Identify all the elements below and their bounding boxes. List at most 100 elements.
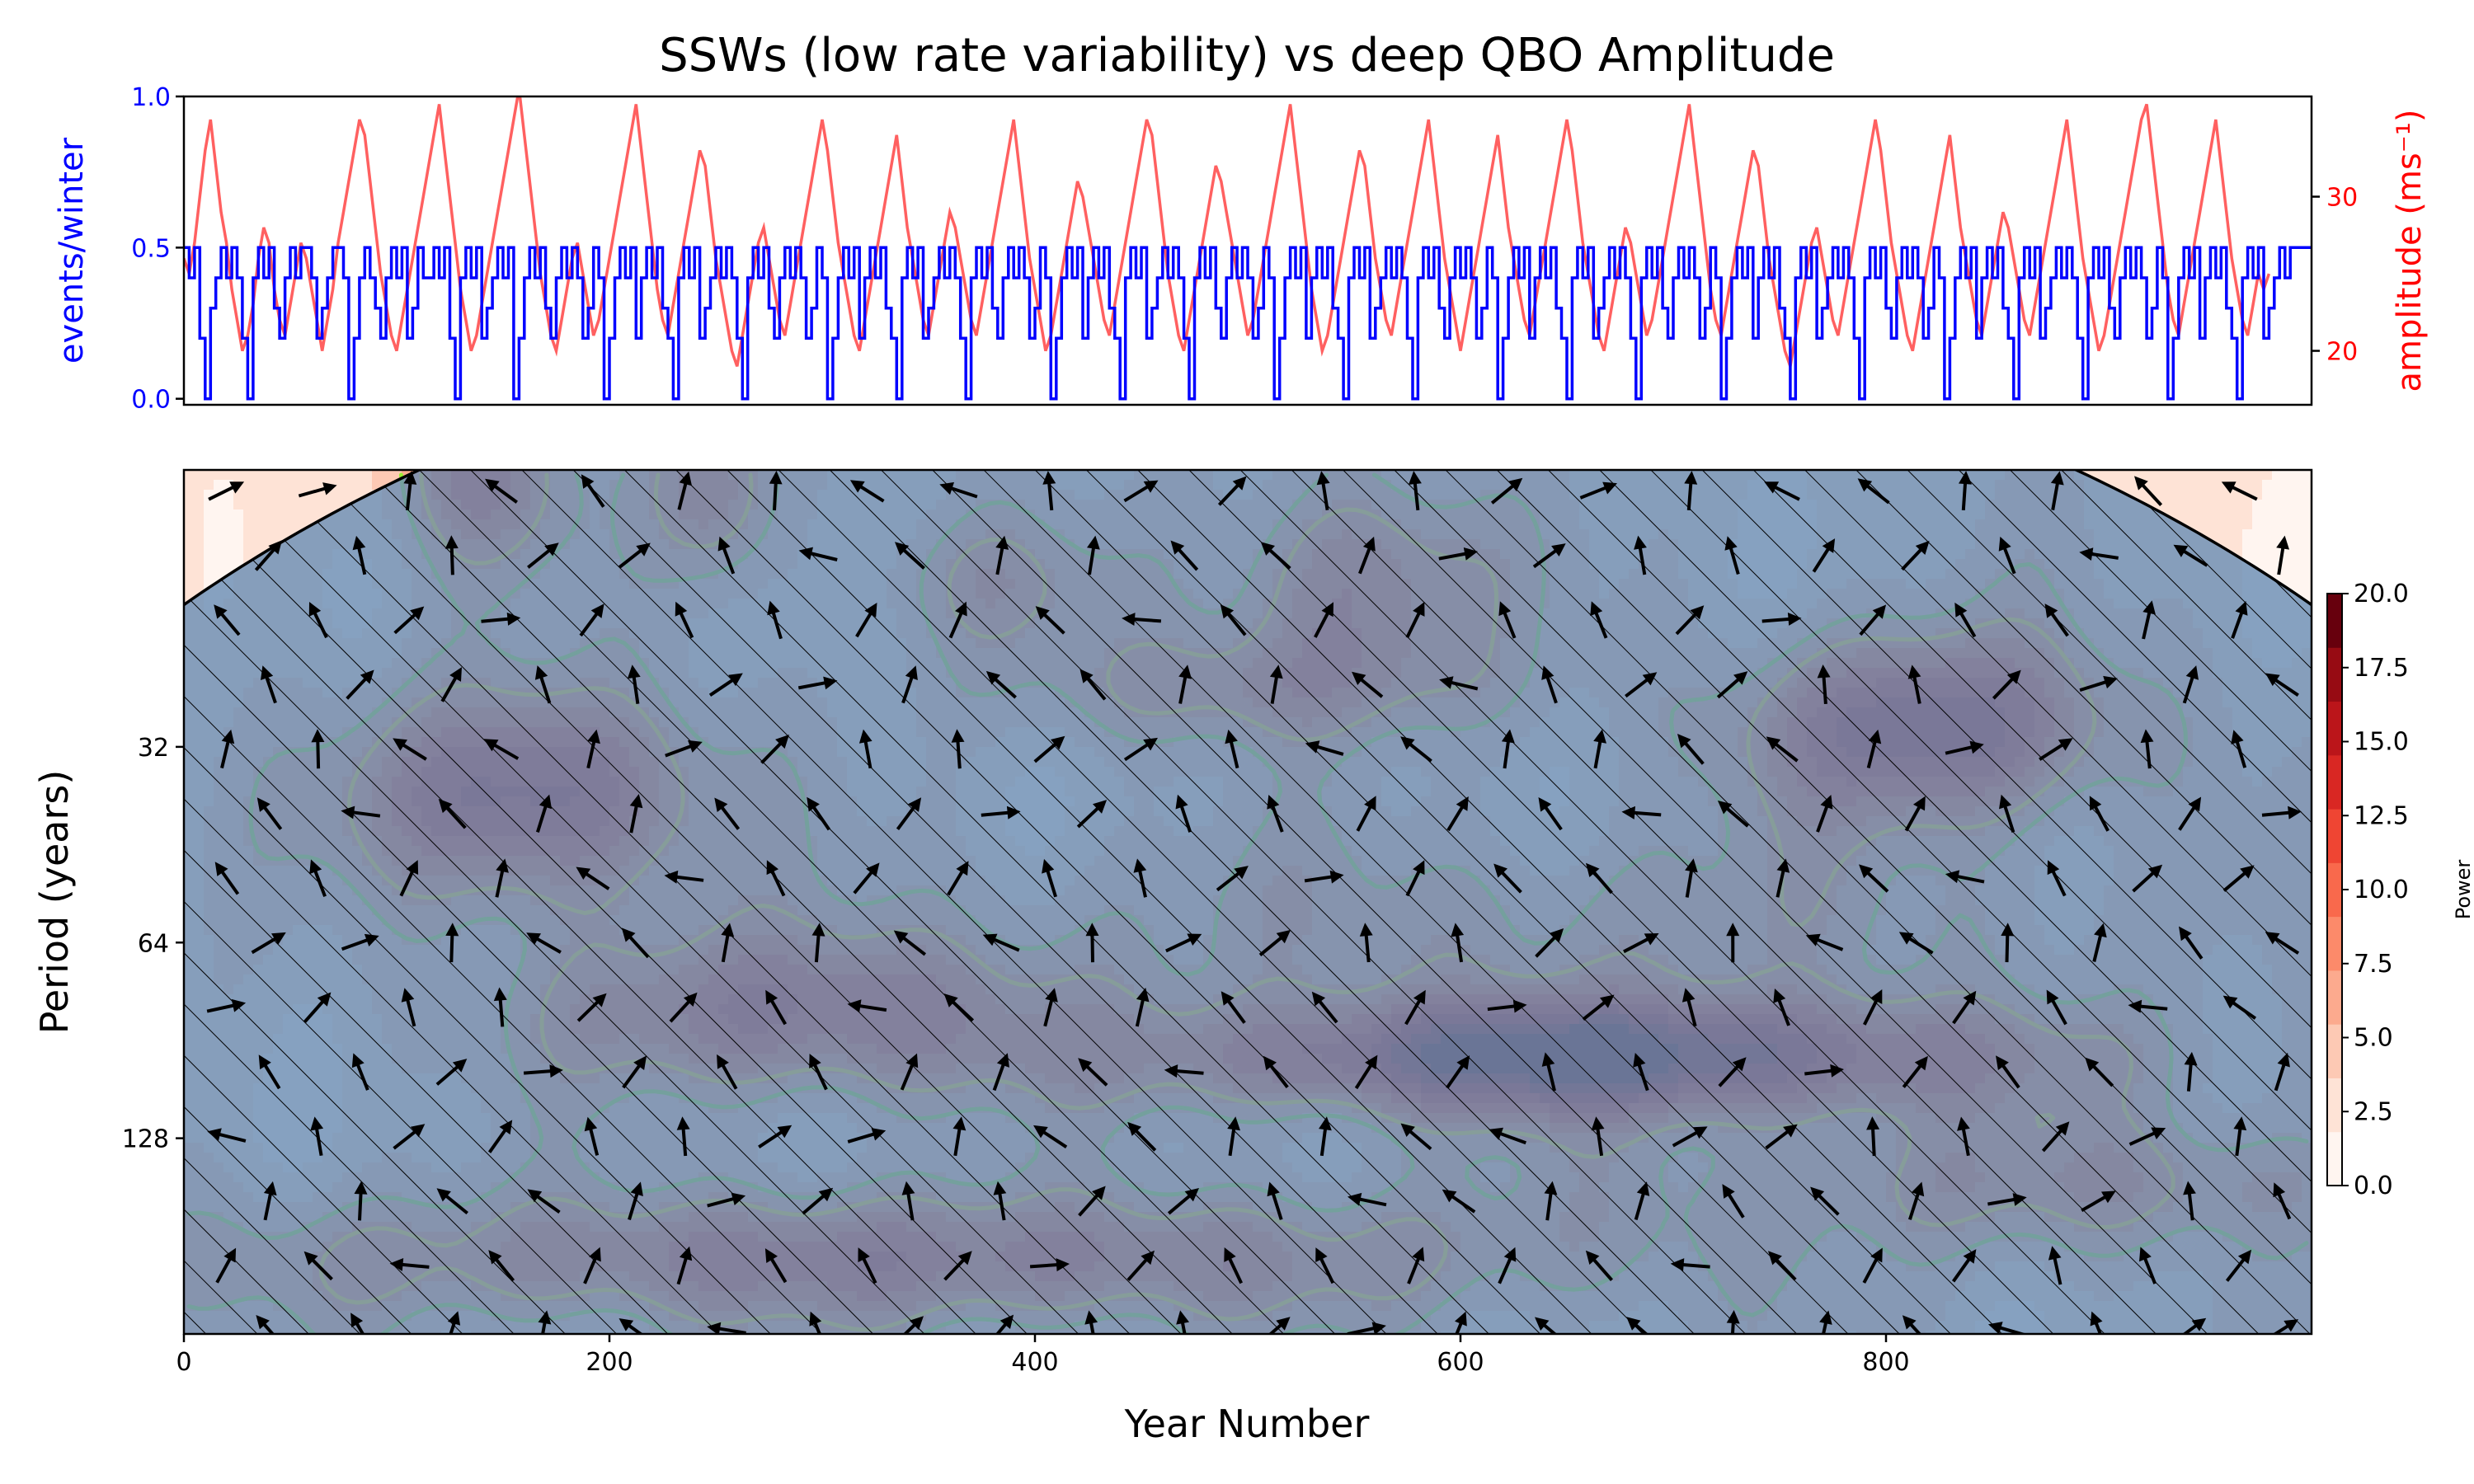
- heatmap-cell: [2292, 490, 2302, 500]
- heatmap-cell: [2203, 510, 2213, 520]
- heatmap-cell: [204, 519, 214, 530]
- heatmap-cell: [2153, 470, 2164, 481]
- heatmap-cell: [184, 519, 195, 530]
- heatmap-cell: [253, 490, 264, 500]
- heatmap-cell: [214, 519, 224, 530]
- heatmap-cell: [223, 529, 234, 540]
- heatmap-cell: [253, 529, 264, 540]
- heatmap-cell: [243, 510, 254, 520]
- heatmap-cell: [2153, 500, 2164, 510]
- heatmap-cell: [2242, 539, 2253, 550]
- left-y-axis: 0.00.51.0: [131, 83, 184, 415]
- heatmap-cell: [2262, 510, 2273, 520]
- qbo-amplitude-line: [184, 96, 2271, 367]
- heatmap-cell: [243, 529, 254, 540]
- heatmap-cell: [194, 519, 205, 530]
- heatmap-cell: [2292, 559, 2302, 570]
- heatmap-cell: [2193, 480, 2204, 491]
- heatmap-cell: [2133, 490, 2144, 500]
- heatmap-cell: [214, 500, 224, 510]
- heatmap-cell: [2203, 519, 2213, 530]
- heatmap-cell: [204, 510, 214, 520]
- heatmap-cell: [2213, 510, 2223, 520]
- heatmap-cell: [2193, 519, 2204, 530]
- heatmap-cell: [2193, 500, 2204, 510]
- right-y-tick-label: 20: [2326, 338, 2358, 367]
- heatmap-cell: [322, 470, 333, 481]
- heatmap-cell: [223, 559, 234, 570]
- heatmap-cell: [194, 470, 205, 481]
- heatmap-cell: [2292, 500, 2302, 510]
- heatmap-cell: [2213, 490, 2223, 500]
- heatmap-cell: [2232, 519, 2243, 530]
- heatmap-cell: [382, 470, 393, 481]
- heatmap-cell: [2242, 510, 2253, 520]
- heatmap-cell: [263, 480, 274, 491]
- heatmap-cell: [2242, 529, 2253, 540]
- heatmap-cell: [243, 480, 254, 491]
- heatmap-cell: [332, 490, 343, 500]
- heatmap-cell: [2272, 490, 2283, 500]
- heatmap-cell: [2302, 510, 2312, 520]
- heatmap-cell: [352, 470, 363, 481]
- heatmap-cell: [342, 470, 353, 481]
- heatmap-cell: [223, 510, 234, 520]
- heatmap-cell: [2282, 569, 2293, 580]
- heatmap-cell: [2222, 500, 2233, 510]
- heatmap-cell: [2272, 549, 2283, 560]
- heatmap-cell: [2262, 529, 2273, 540]
- heatmap-cell: [233, 549, 244, 560]
- heatmap-cell: [273, 519, 284, 530]
- heatmap-cell: [2173, 510, 2184, 520]
- heatmap-cell: [2282, 549, 2293, 560]
- heatmap-cell: [342, 490, 353, 500]
- heatmap-cell: [313, 510, 323, 520]
- heatmap-cell: [2222, 510, 2233, 520]
- heatmap-cell: [313, 500, 323, 510]
- heatmap-cell: [303, 510, 313, 520]
- heatmap-cell: [2203, 470, 2213, 481]
- heatmap-cell: [2232, 539, 2243, 550]
- heatmap-cell: [2292, 519, 2302, 530]
- heatmap-cell: [253, 519, 264, 530]
- heatmap-cell: [2203, 490, 2213, 500]
- heatmap-cell: [2153, 480, 2164, 491]
- heatmap-cell: [214, 480, 224, 491]
- heatmap-cell: [2302, 490, 2312, 500]
- heatmap-cell: [2272, 519, 2283, 530]
- heatmap-cell: [2252, 519, 2263, 530]
- heatmap-cell: [293, 519, 303, 530]
- heatmap-cell: [2193, 510, 2204, 520]
- heatmap-cell: [204, 500, 214, 510]
- heatmap-cell: [2173, 490, 2184, 500]
- heatmap-cell: [214, 510, 224, 520]
- heatmap-cell: [184, 589, 195, 599]
- heatmap-cell: [303, 480, 313, 491]
- heatmap-cell: [194, 579, 205, 589]
- heatmap-cell: [223, 549, 234, 560]
- heatmap-cell: [2252, 529, 2263, 540]
- heatmap-cell: [2262, 549, 2273, 560]
- heatmap-cell: [352, 480, 363, 491]
- heatmap-cell: [2282, 500, 2293, 510]
- heatmap-cell: [2173, 480, 2184, 491]
- heatmap-cell: [2173, 500, 2184, 510]
- heatmap-cell: [2222, 529, 2233, 540]
- heatmap-cell: [332, 480, 343, 491]
- left-y-tick-label: 0.0: [131, 386, 171, 415]
- heatmap-cell: [2292, 529, 2302, 540]
- heatmap-cell: [194, 480, 205, 491]
- heatmap-cell: [2213, 529, 2223, 540]
- heatmap-cell: [243, 519, 254, 530]
- heatmap-cell: [214, 539, 224, 550]
- heatmap-cell: [214, 559, 224, 570]
- heatmap-cell: [253, 480, 264, 491]
- heatmap-cell: [2302, 539, 2312, 550]
- heatmap-cell: [2262, 490, 2273, 500]
- heatmap-cell: [2183, 480, 2194, 491]
- heatmap-cell: [362, 470, 373, 481]
- heatmap-cell: [2104, 470, 2114, 481]
- heatmap-cell: [184, 470, 195, 481]
- heatmap-cell: [2302, 480, 2312, 491]
- heatmap-cell: [184, 569, 195, 580]
